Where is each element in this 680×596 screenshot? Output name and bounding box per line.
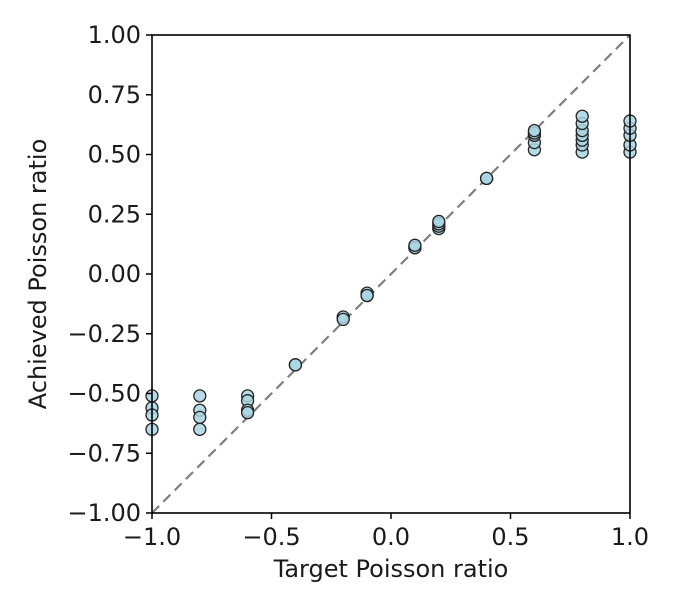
data-point [240, 405, 255, 420]
y-tick-label: 0.00 [88, 260, 141, 288]
y-tick-label: 0.25 [88, 200, 141, 228]
y-tick-label: −0.75 [67, 439, 141, 467]
y-tick-label: 0.75 [88, 81, 141, 109]
y-tick-label: 1.00 [88, 21, 141, 49]
y-tick-label: −0.50 [67, 380, 141, 408]
data-point [193, 422, 207, 437]
x-tick-label: −0.5 [242, 523, 300, 551]
data-point [575, 109, 589, 123]
data-point [479, 171, 494, 186]
y-axis: −1.00 −0.75 −0.50 −0.25 0.00 0.25 0.50 0.75 1.00 [67, 21, 152, 527]
x-axis: −1.0 −0.5 0.0 0.5 1.0 [123, 513, 649, 551]
x-tick-label: 1.0 [611, 523, 649, 551]
x-axis-label: Target Poisson ratio [273, 555, 509, 583]
y-tick-label: −0.25 [67, 320, 141, 348]
y-axis-label: Achieved Poisson ratio [24, 139, 52, 410]
data-point [336, 312, 350, 327]
x-tick-label: 0.0 [372, 523, 410, 551]
data-point [360, 288, 374, 303]
y-tick-label: 0.50 [88, 141, 141, 169]
data-point [527, 123, 542, 138]
plot-area [145, 34, 637, 514]
data-point [193, 410, 207, 425]
data-point [288, 358, 303, 372]
y-tick-label: −1.00 [67, 499, 141, 527]
identity-reference-line [151, 34, 631, 514]
data-point [432, 214, 446, 229]
data-point [193, 389, 207, 403]
x-tick-label: −1.0 [123, 523, 181, 551]
data-point [408, 238, 422, 252]
x-tick-label: 0.5 [491, 523, 529, 551]
